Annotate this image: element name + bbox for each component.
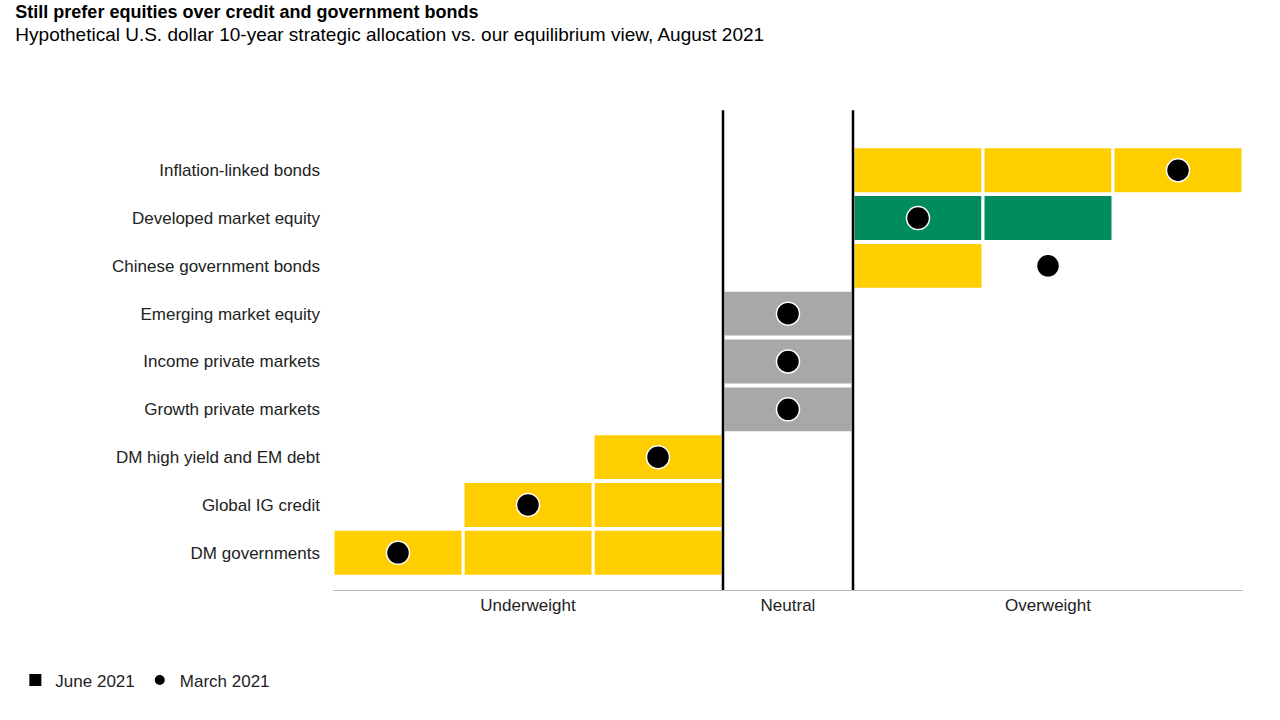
svg-text:Growth private markets: Growth private markets xyxy=(144,400,320,419)
svg-text:Underweight: Underweight xyxy=(480,596,576,615)
svg-text:June 2021: June 2021 xyxy=(55,672,134,691)
svg-text:Neutral: Neutral xyxy=(761,596,816,615)
svg-text:DM governments: DM governments xyxy=(191,544,320,563)
svg-text:Developed market equity: Developed market equity xyxy=(132,209,321,228)
svg-text:Emerging market equity: Emerging market equity xyxy=(140,305,320,324)
svg-text:Overweight: Overweight xyxy=(1005,596,1091,615)
svg-text:Income private markets: Income private markets xyxy=(143,352,320,371)
svg-text:Global IG credit: Global IG credit xyxy=(202,496,320,515)
svg-text:Chinese government bonds: Chinese government bonds xyxy=(112,257,320,276)
svg-text:Still prefer equities over cre: Still prefer equities over credit and go… xyxy=(15,2,764,45)
svg-text:DM high yield and EM debt: DM high yield and EM debt xyxy=(116,448,320,467)
svg-text:Inflation-linked bonds: Inflation-linked bonds xyxy=(159,161,320,180)
svg-text:March 2021: March 2021 xyxy=(180,672,270,691)
